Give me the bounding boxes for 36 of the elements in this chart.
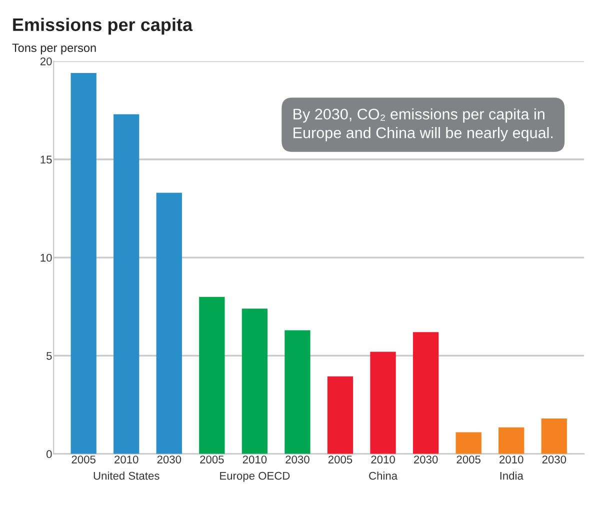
x-tick-label: 2005 xyxy=(200,456,224,464)
bar xyxy=(242,308,268,454)
annotation: By 2030, CO₂ emissions per capita in Europe and China will be nearly equal. xyxy=(294,108,553,142)
x-tick-label: 2010 xyxy=(500,456,524,464)
series-label: China xyxy=(369,472,398,480)
x-tick-label: 2030 xyxy=(414,456,438,464)
x-tick-label: 2005 xyxy=(456,456,480,464)
x-tick-label: 2010 xyxy=(242,456,267,464)
x-tick-label: 2030 xyxy=(542,456,566,464)
bar xyxy=(412,332,439,454)
x-tick-label: 2005 xyxy=(72,456,96,464)
y-tick-label: 15 xyxy=(40,156,52,164)
bar xyxy=(541,418,567,454)
x-tick-label: 2010 xyxy=(371,456,395,464)
bar xyxy=(199,296,225,454)
series-label: India xyxy=(500,472,524,480)
bar xyxy=(156,192,182,454)
x-tick-label: 2030 xyxy=(286,456,310,464)
series-label: Europe OECD xyxy=(220,472,290,482)
bar xyxy=(370,352,396,454)
x-tick-label: 2005 xyxy=(328,456,352,464)
y-tick-label: 20 xyxy=(40,57,52,66)
series-label: United States xyxy=(94,472,160,480)
bar xyxy=(498,427,524,454)
x-tick-label: 2030 xyxy=(157,456,182,464)
y-tick-label: 5 xyxy=(46,352,52,360)
bar xyxy=(327,376,354,454)
y-tick-label: 0 xyxy=(46,450,52,458)
bar xyxy=(284,330,310,454)
y-axis-title: Tons per person xyxy=(12,44,96,54)
x-tick-label: 2010 xyxy=(114,456,138,464)
bar xyxy=(114,114,140,454)
bar xyxy=(456,432,482,454)
bar xyxy=(70,72,96,454)
y-tick-label: 10 xyxy=(40,254,52,262)
chart-title: Emissions per capita xyxy=(13,18,193,35)
